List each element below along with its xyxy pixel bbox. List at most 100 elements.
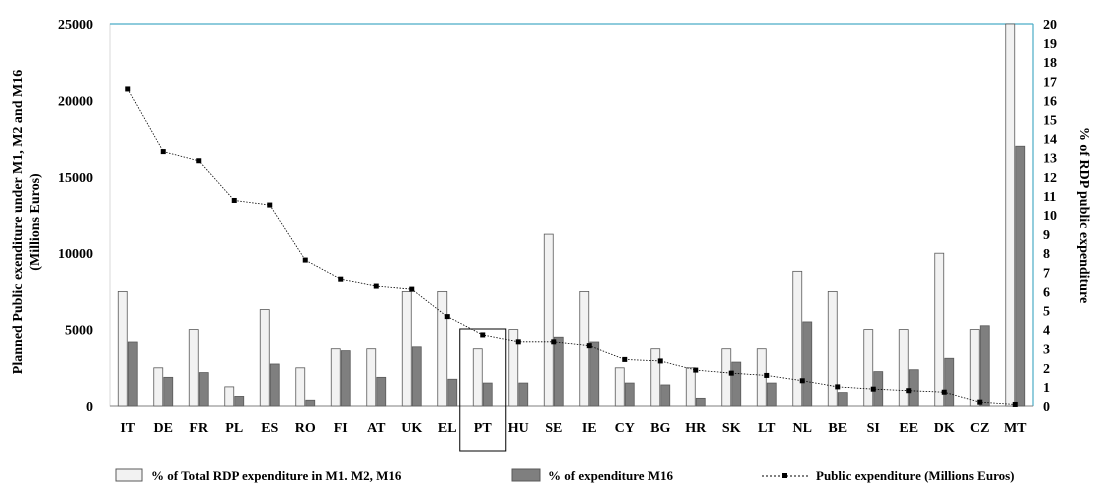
y2-tick-label: 14 xyxy=(1043,133,1057,148)
y2-tick-label: 19 xyxy=(1043,37,1057,52)
bar-m16-CY xyxy=(624,382,635,407)
y2-tick-label: 17 xyxy=(1043,75,1057,90)
y2-tick-label: 3 xyxy=(1043,343,1050,358)
bar-m16-NL xyxy=(802,321,813,407)
public-expenditure-point-AT xyxy=(373,283,379,289)
legend-swatch-m16 xyxy=(511,468,541,482)
public-expenditure-point-IT xyxy=(125,86,131,92)
bar-total-NL xyxy=(792,270,803,407)
y-axis-title-line2: (Millions Euros) xyxy=(28,173,43,271)
bar-m16-FR xyxy=(198,372,209,407)
public-expenditure-point-EE xyxy=(906,388,912,394)
x-tick-label: UK xyxy=(401,421,422,436)
bar-m16-CZ xyxy=(979,325,990,407)
y2-tick-label: 9 xyxy=(1043,228,1050,243)
public-expenditure-point-CZ xyxy=(977,399,983,405)
bar-m16-PL xyxy=(234,396,245,407)
x-tick-label: FR xyxy=(189,421,209,436)
x-tick-label: HU xyxy=(508,421,529,436)
plot-area-border xyxy=(109,23,1034,407)
y-tick-label: 20000 xyxy=(58,94,93,109)
y-tick-label: 25000 xyxy=(58,18,93,33)
bar-total-PT xyxy=(472,348,483,407)
bar-total-EE xyxy=(898,329,909,407)
legend-label-public: Public expenditure (Millions Euros) xyxy=(816,468,1015,483)
bar-total-CY xyxy=(614,367,625,407)
y2-tick-label: 4 xyxy=(1043,324,1050,339)
bar-m16-UK xyxy=(411,346,422,407)
bar-m16-DE xyxy=(163,376,174,407)
bar-m16-HR xyxy=(695,397,706,407)
public-expenditure-point-PT xyxy=(480,332,486,338)
legend-label-total: % of Total RDP expenditure in M1. M2, M1… xyxy=(151,468,402,483)
x-tick-label: PL xyxy=(225,421,243,436)
bar-m16-IE xyxy=(589,341,600,407)
bar-m16-IT xyxy=(127,341,138,407)
legend-swatch-total xyxy=(115,468,143,482)
public-expenditure-point-DK xyxy=(941,389,947,395)
bar-m16-EL xyxy=(447,378,458,407)
line-series xyxy=(125,86,1018,407)
bar-m16-FI xyxy=(340,350,351,407)
x-tick-label: RO xyxy=(295,421,316,436)
x-tick-label: FI xyxy=(334,421,348,436)
public-expenditure-line xyxy=(127,88,1016,405)
x-tick-label: AT xyxy=(367,421,386,436)
public-expenditure-point-RO xyxy=(302,257,308,263)
y2-tick-label: 20 xyxy=(1043,18,1057,33)
legend-marker-public xyxy=(782,473,787,478)
bar-total-IE xyxy=(579,290,590,407)
bar-total-IT xyxy=(117,290,128,407)
bar-total-HR xyxy=(685,367,696,407)
x-tick-label: SK xyxy=(722,421,741,436)
public-expenditure-point-FI xyxy=(338,276,344,282)
left-axis-ticks: 0 5000 10000 15000 20000 25000 xyxy=(58,18,93,415)
x-tick-label: PT xyxy=(474,421,493,436)
x-tick-label: CZ xyxy=(970,421,989,436)
public-expenditure-point-BG xyxy=(657,358,663,364)
bar-total-ES xyxy=(259,309,270,407)
x-tick-label: IT xyxy=(120,421,135,436)
x-tick-label: SI xyxy=(867,421,880,436)
public-expenditure-point-FR xyxy=(196,158,202,164)
x-tick-label: EE xyxy=(899,421,918,436)
bar-m16-RO xyxy=(305,399,316,407)
x-tick-label: SE xyxy=(545,421,562,436)
y-tick-label: 10000 xyxy=(58,247,93,262)
x-tick-label: BE xyxy=(828,421,847,436)
x-tick-label: BG xyxy=(650,421,670,436)
highlight-box-pt xyxy=(459,328,507,452)
public-expenditure-point-CY xyxy=(622,356,628,362)
bar-m16-AT xyxy=(376,376,387,407)
public-expenditure-point-IE xyxy=(586,343,592,349)
x-tick-label: MT xyxy=(1004,421,1027,436)
bar-total-BG xyxy=(650,348,661,407)
public-expenditure-point-UK xyxy=(409,286,415,292)
y2-tick-label: 5 xyxy=(1043,305,1050,320)
y-tick-label: 0 xyxy=(86,400,93,415)
public-expenditure-point-SE xyxy=(551,339,557,345)
y2-tick-label: 11 xyxy=(1043,190,1056,205)
bar-total-AT xyxy=(366,348,377,407)
y2-tick-label: 2 xyxy=(1043,362,1050,377)
bar-m16-EE xyxy=(908,369,919,407)
public-expenditure-point-DE xyxy=(160,149,166,155)
legend-label-m16: % of expenditure M16 xyxy=(548,468,674,483)
public-expenditure-point-MT xyxy=(1012,401,1018,407)
y2-tick-label: 15 xyxy=(1043,114,1057,129)
public-expenditure-point-ES xyxy=(267,202,273,208)
bar-m16-SE xyxy=(553,336,564,407)
y-tick-label: 5000 xyxy=(65,324,93,339)
x-tick-label: LT xyxy=(758,421,776,436)
y-axis-title-line1: Planned Public exenditure under M1, M2 a… xyxy=(11,70,26,374)
bar-total-SE xyxy=(543,233,554,407)
bar-m16-HU xyxy=(518,382,529,407)
y2-tick-label: 8 xyxy=(1043,247,1050,262)
bar-m16-BG xyxy=(660,384,671,407)
x-tick-label: ES xyxy=(261,421,278,436)
bar-total-FI xyxy=(330,348,341,407)
bar-total-PL xyxy=(224,386,235,407)
bar-total-DE xyxy=(153,367,164,407)
